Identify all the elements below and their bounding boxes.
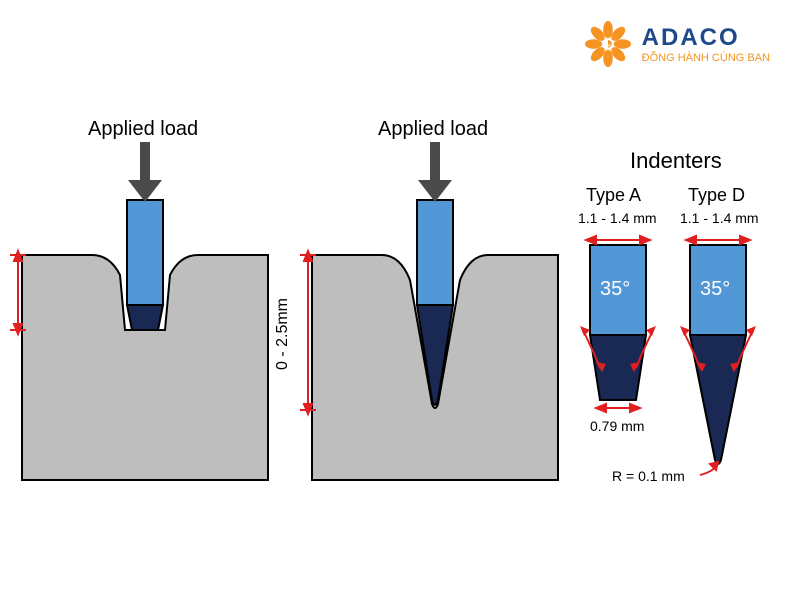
applied-load-label-a: Applied load xyxy=(88,118,198,141)
type-a-label: Type A xyxy=(586,185,641,206)
applied-load-label-d: Applied load xyxy=(378,118,488,141)
type-d-label: Type D xyxy=(688,185,745,206)
indenter-a xyxy=(580,236,656,412)
indenter-detail xyxy=(580,236,756,475)
indenter-d xyxy=(680,236,756,475)
depth-label-d: 0 - 2.5mm xyxy=(274,298,292,370)
tip-radius: R = 0.1 mm xyxy=(612,468,685,484)
width-a: 1.1 - 1.4 mm xyxy=(578,210,657,226)
panel-type-d xyxy=(300,142,558,480)
panel-type-a xyxy=(10,142,268,480)
indenters-title: Indenters xyxy=(630,148,722,174)
hardness-diagram xyxy=(0,0,800,600)
width-d: 1.1 - 1.4 mm xyxy=(680,210,759,226)
angle-a: 35° xyxy=(600,278,630,301)
flat-width: 0.79 mm xyxy=(590,418,644,434)
angle-d: 35° xyxy=(700,278,730,301)
depth-label-a: 0 - 2.5mm xyxy=(0,258,2,330)
